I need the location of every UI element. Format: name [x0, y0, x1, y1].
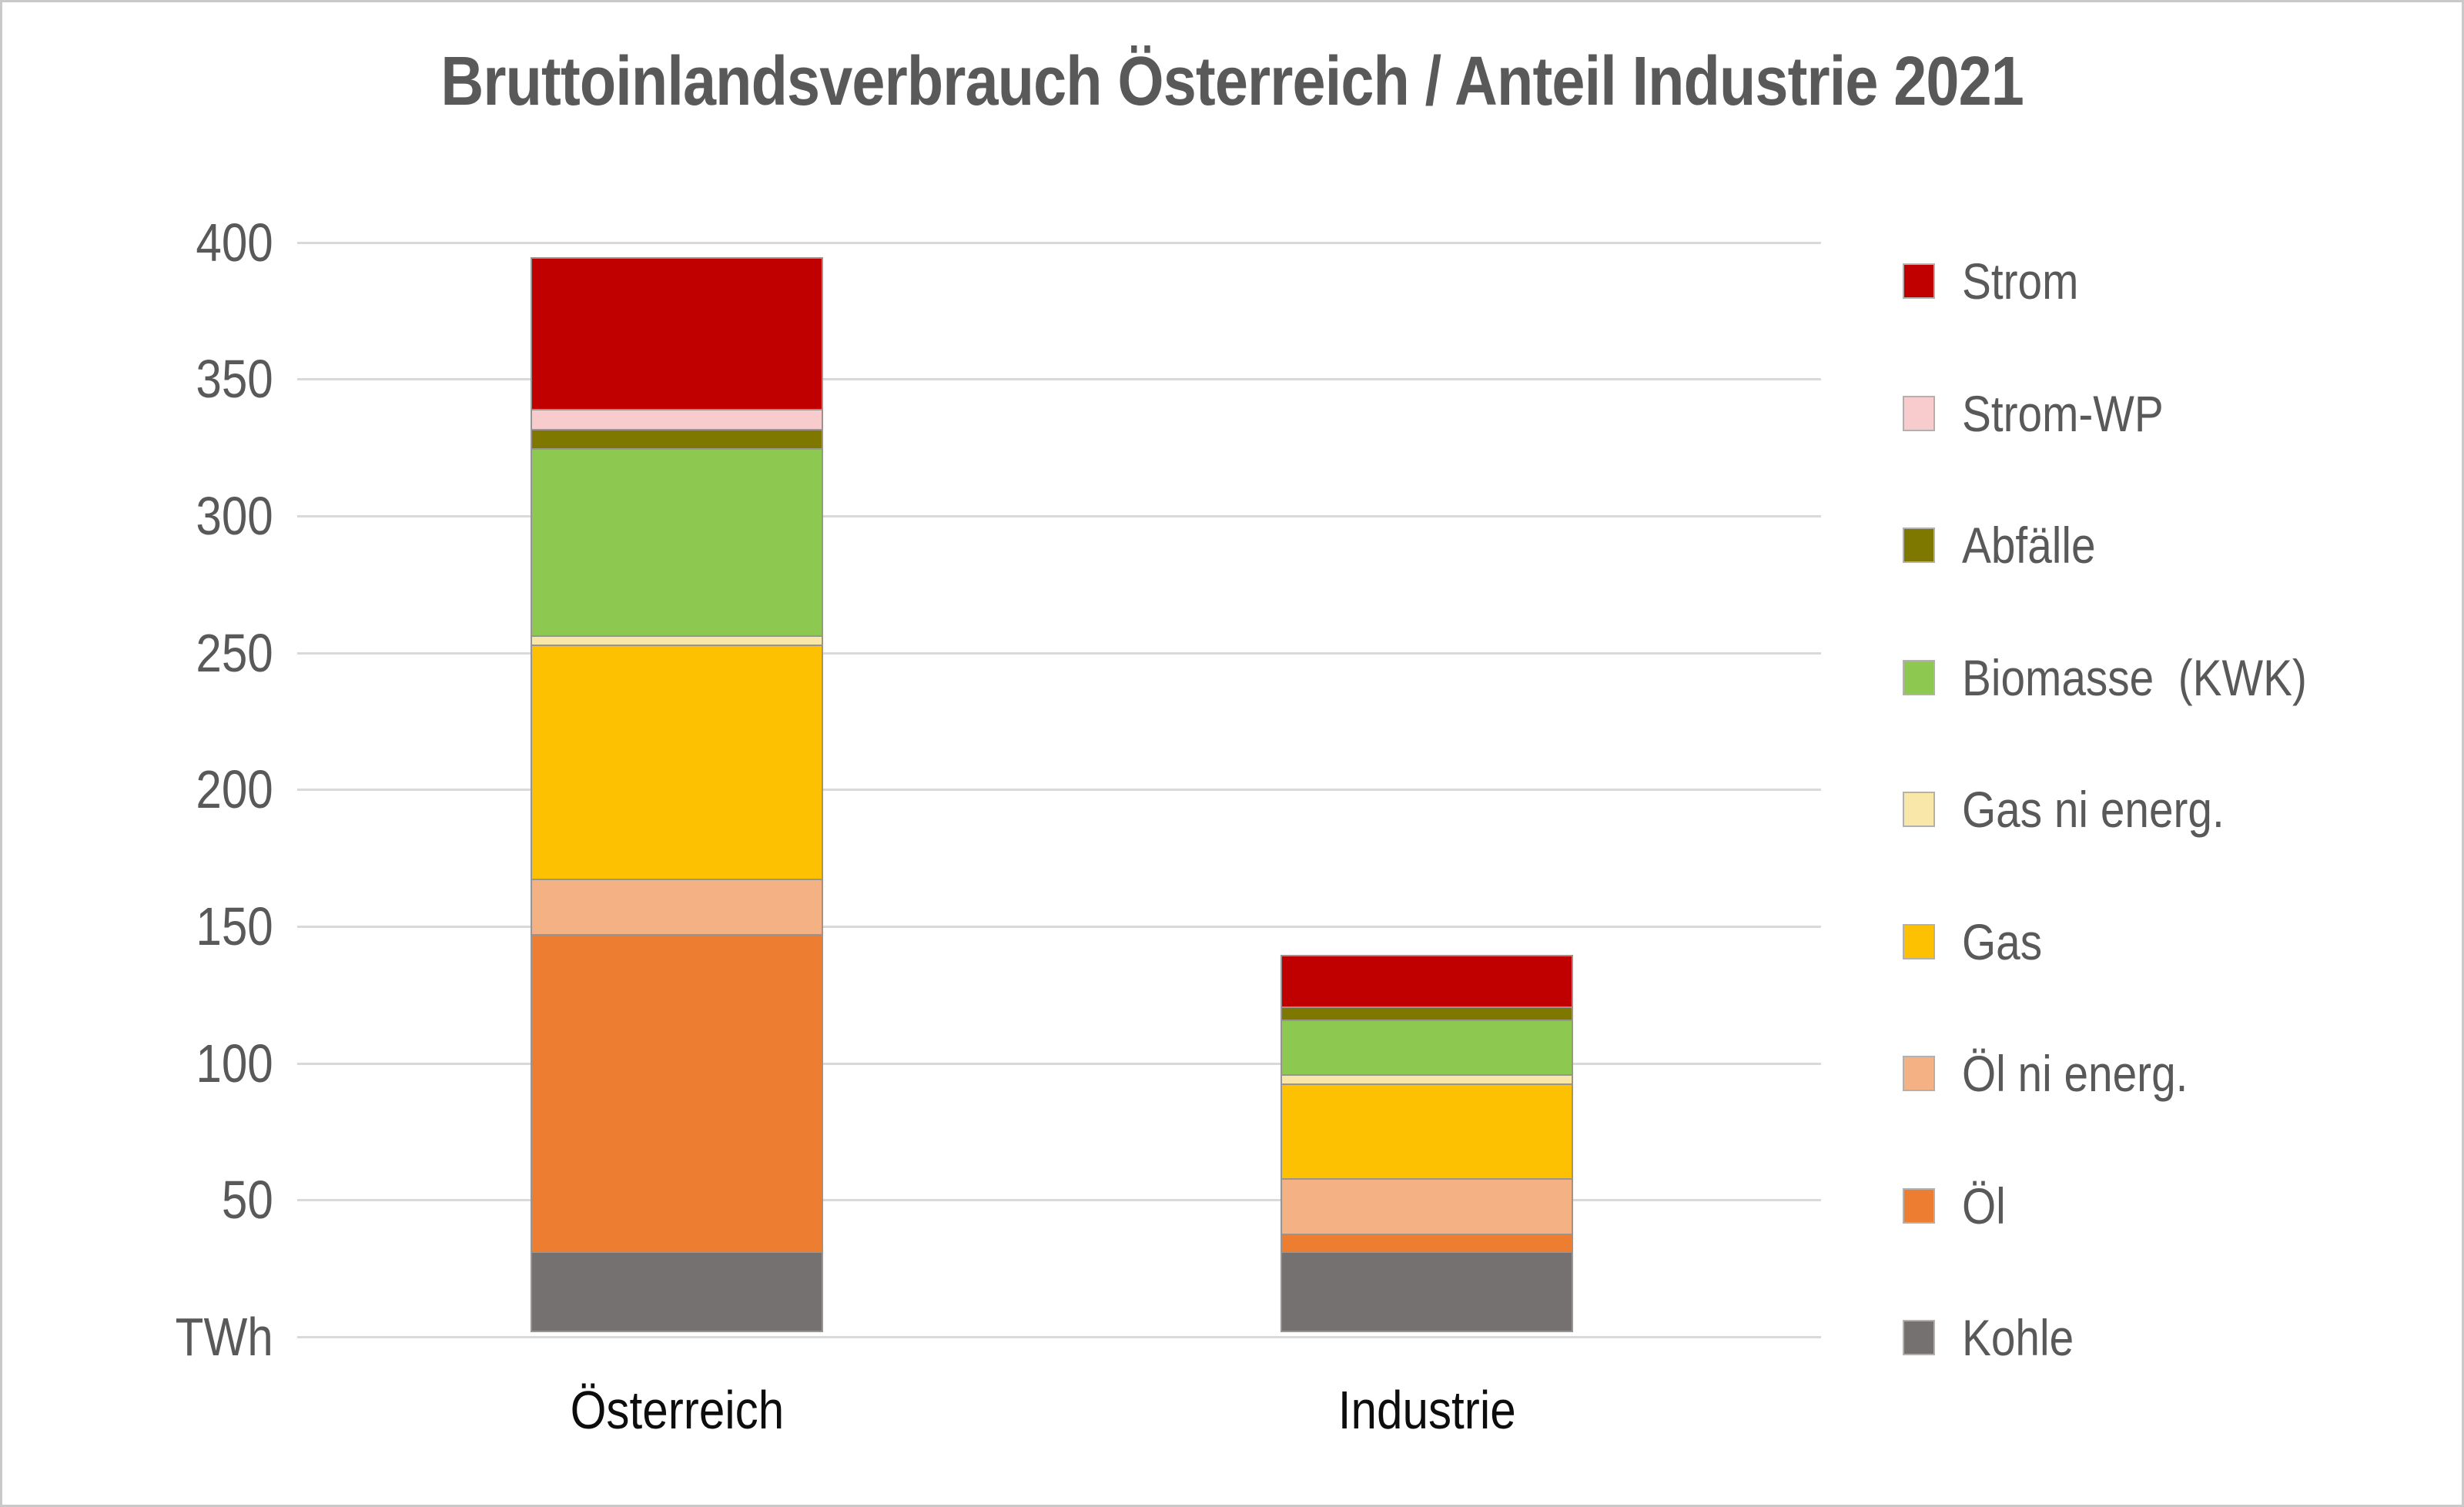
legend-label-abf-lle: Abfälle [1962, 513, 2118, 578]
bar-segment-strom-wp [531, 408, 823, 431]
legend-label-text: Kohle [1962, 1309, 2074, 1366]
legend-label-text: Öl ni energ. [1962, 1045, 2188, 1102]
y-tick-label-text: 150 [196, 896, 273, 957]
legend-label-gas: Gas [1962, 909, 2055, 974]
x-label-text: Österreich [570, 1380, 784, 1440]
legend-swatch-strom [1903, 263, 1935, 299]
legend-swatch-kohle [1903, 1320, 1935, 1355]
bar-segment-strom [1281, 954, 1573, 1008]
legend-label-text: Gas [1962, 913, 2043, 970]
legend-label-text: Abfälle [1962, 517, 2096, 574]
bar-segment--l-ni-energ- [531, 878, 823, 936]
y-tick-350: 350 [73, 347, 273, 411]
legend-label-biomasse---kwk-: Biomasse (KWK) [1962, 645, 2363, 710]
legend-swatch--l-ni-energ- [1903, 1056, 1935, 1091]
y-tick-50: 50 [73, 1167, 273, 1232]
legend-label-strom-wp: Strom-WP [1962, 381, 2196, 446]
bar-segment--l [1281, 1234, 1573, 1254]
legend-swatch-strom-wp [1903, 395, 1935, 431]
x-label-industrie: Industrie [1157, 1378, 1696, 1442]
legend-swatch-gas [1903, 923, 1935, 959]
y-tick-label-text: 250 [196, 622, 273, 683]
chart-title-text: Bruttoinlandsverbrauch Österreich / Ante… [440, 43, 2024, 120]
y-tick-label-text: 300 [196, 486, 273, 547]
bar-segment-kohle [1281, 1251, 1573, 1332]
bar-segment-gas [531, 645, 823, 880]
bar-segment-kohle [531, 1251, 823, 1332]
legend-label-text: Biomasse (KWK) [1962, 648, 2307, 706]
y-tick-100: 100 [73, 1031, 273, 1096]
y-axis-unit-label: TWh [73, 1304, 273, 1369]
gridline-250 [297, 651, 1821, 655]
gridline-400 [297, 241, 1821, 244]
legend-swatch-abf-lle [1903, 527, 1935, 563]
y-tick-400: 400 [73, 210, 273, 275]
bar-segment-biomasse--kwk- [1281, 1020, 1573, 1077]
y-tick-label-text: 400 [196, 212, 273, 273]
y-tick-label-text: 200 [196, 759, 273, 820]
x-label-sterreich: Österreich [407, 1378, 946, 1442]
gridline-200 [297, 789, 1821, 792]
y-tick-label-text: 350 [196, 349, 273, 410]
legend-label-strom: Strom [1962, 249, 2097, 313]
legend-label-gas-ni-energ-: Gas ni energ. [1962, 777, 2267, 842]
bar-segment-strom [531, 256, 823, 410]
y-tick-label-text: 50 [222, 1170, 273, 1231]
legend-label-text: Strom [1962, 253, 2079, 310]
legend-swatch-biomasse---kwk- [1903, 659, 1935, 695]
gridline-100 [297, 1062, 1821, 1065]
gridline-150 [297, 926, 1821, 929]
bar-segment-abf-lle [531, 429, 823, 450]
bar-segment--l [531, 934, 823, 1254]
y-tick-150: 150 [73, 894, 273, 959]
gridline-350 [297, 378, 1821, 381]
legend-swatch-gas-ni-energ- [1903, 792, 1935, 827]
stacked-bar-industrie [1281, 954, 1573, 1332]
bar-segment-gas [1281, 1083, 1573, 1180]
legend-label-text: Strom-WP [1962, 384, 2164, 442]
gridline-0 [297, 1336, 1821, 1338]
gridline-50 [297, 1199, 1821, 1202]
legend-label--l: Öl [1962, 1174, 2013, 1238]
legend-label--l-ni-energ-: Öl ni energ. [1962, 1041, 2225, 1106]
bar-segment-biomasse--kwk- [531, 447, 823, 637]
legend-label-text: Gas ni energ. [1962, 781, 2225, 838]
stacked-bar-sterreich [531, 256, 823, 1332]
gridline-300 [297, 515, 1821, 518]
legend-label-kohle: Kohle [1962, 1305, 2092, 1370]
legend-label-text: Öl [1962, 1177, 2006, 1234]
y-tick-250: 250 [73, 621, 273, 685]
y-tick-label-text: 100 [196, 1033, 273, 1093]
x-label-text: Industrie [1337, 1380, 1516, 1440]
y-axis-unit-text: TWh [175, 1307, 273, 1367]
y-tick-200: 200 [73, 757, 273, 822]
legend-swatch--l [1903, 1187, 1935, 1224]
bar-segment--l-ni-energ- [1281, 1177, 1573, 1236]
chart-title: Bruttoinlandsverbrauch Österreich / Ante… [2, 42, 2462, 122]
y-tick-300: 300 [73, 484, 273, 548]
